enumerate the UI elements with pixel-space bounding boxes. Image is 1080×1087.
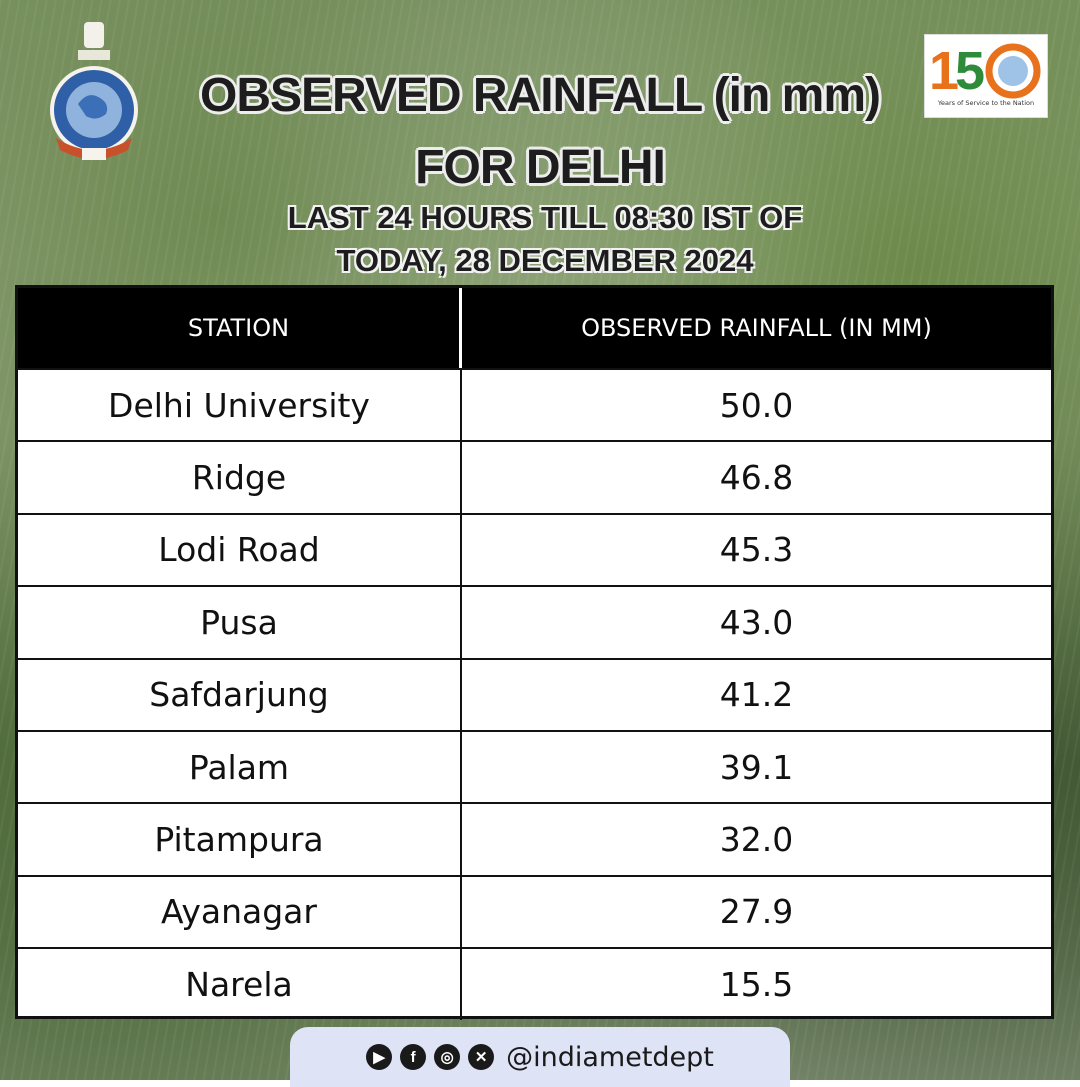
station-cell: Palam bbox=[18, 731, 462, 803]
table-row: Pusa 43.0 bbox=[18, 585, 1051, 658]
anniversary-logo: 1 5 Years of Service to the Nation bbox=[924, 34, 1048, 118]
table-row: Safdarjung 41.2 bbox=[18, 657, 1051, 730]
social-footer: ▶ f ◎ ✕ @indiametdept bbox=[290, 1027, 790, 1087]
station-cell: Delhi University bbox=[18, 370, 462, 441]
rainfall-cell: 50.0 bbox=[719, 385, 794, 425]
station-cell: Ayanagar bbox=[18, 876, 462, 948]
x-icon[interactable]: ✕ bbox=[468, 1044, 495, 1070]
instagram-icon[interactable]: ◎ bbox=[434, 1044, 461, 1070]
rainfall-cell: 46.8 bbox=[719, 458, 794, 498]
subtitle-date: TODAY, 28 DECEMBER 2024 bbox=[336, 243, 754, 278]
table-header: STATION OBSERVED RAINFALL (IN MM) bbox=[18, 288, 1051, 368]
rainfall-cell: 39.1 bbox=[719, 747, 794, 787]
column-header-rainfall: OBSERVED RAINFALL (IN MM) bbox=[581, 314, 932, 342]
station-cell: Lodi Road bbox=[18, 514, 462, 586]
rainfall-table: STATION OBSERVED RAINFALL (IN MM) Delhi … bbox=[15, 285, 1054, 1020]
title-unit: (in mm) bbox=[713, 69, 881, 122]
station-cell: Pitampura bbox=[18, 804, 462, 875]
rainfall-cell: 32.0 bbox=[719, 820, 794, 860]
anniversary-150-icon: 1 5 bbox=[929, 41, 1041, 101]
youtube-icon[interactable]: ▶ bbox=[366, 1044, 393, 1070]
station-cell: Ridge bbox=[18, 442, 462, 513]
svg-text:1: 1 bbox=[929, 41, 959, 101]
rainfall-cell: 45.3 bbox=[719, 530, 794, 570]
table-row: Narela 15.5 bbox=[18, 947, 1051, 1020]
social-handle[interactable]: @indiametdept bbox=[506, 1041, 714, 1073]
page-title: OBSERVED RAINFALL (in mm) bbox=[0, 68, 1080, 123]
rainfall-cell: 27.9 bbox=[719, 892, 794, 932]
table-row: Ridge 46.8 bbox=[18, 440, 1051, 513]
svg-text:5: 5 bbox=[955, 41, 985, 101]
station-cell: Narela bbox=[18, 949, 462, 1020]
table-row: Delhi University 50.0 bbox=[18, 368, 1051, 441]
imd-emblem-icon bbox=[50, 22, 138, 160]
station-cell: Safdarjung bbox=[18, 659, 462, 730]
rainfall-cell: 15.5 bbox=[719, 964, 794, 1004]
anniversary-caption: Years of Service to the Nation bbox=[937, 99, 1035, 107]
table-row: Pitampura 32.0 bbox=[18, 802, 1051, 875]
column-header-station: STATION bbox=[18, 288, 462, 368]
title-location: FOR DELHI bbox=[415, 141, 666, 194]
title-main: OBSERVED RAINFALL bbox=[200, 69, 702, 122]
subtitle-period: LAST 24 HOURS TILL 08:30 IST OF bbox=[287, 200, 803, 235]
table-row: Palam 39.1 bbox=[18, 729, 1051, 803]
table-row: Ayanagar 27.9 bbox=[18, 874, 1051, 948]
station-cell: Pusa bbox=[18, 587, 462, 658]
table-row: Lodi Road 45.3 bbox=[18, 512, 1051, 586]
rainfall-cell: 41.2 bbox=[719, 675, 794, 715]
facebook-icon[interactable]: f bbox=[400, 1044, 427, 1070]
rainfall-cell: 43.0 bbox=[719, 602, 794, 642]
